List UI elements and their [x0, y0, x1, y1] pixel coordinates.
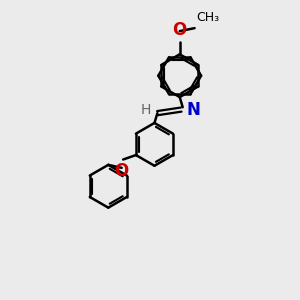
Text: O: O	[115, 162, 129, 180]
Text: O: O	[172, 21, 187, 39]
Text: N: N	[186, 100, 200, 118]
Text: H: H	[140, 103, 151, 117]
Text: CH₃: CH₃	[196, 11, 219, 24]
